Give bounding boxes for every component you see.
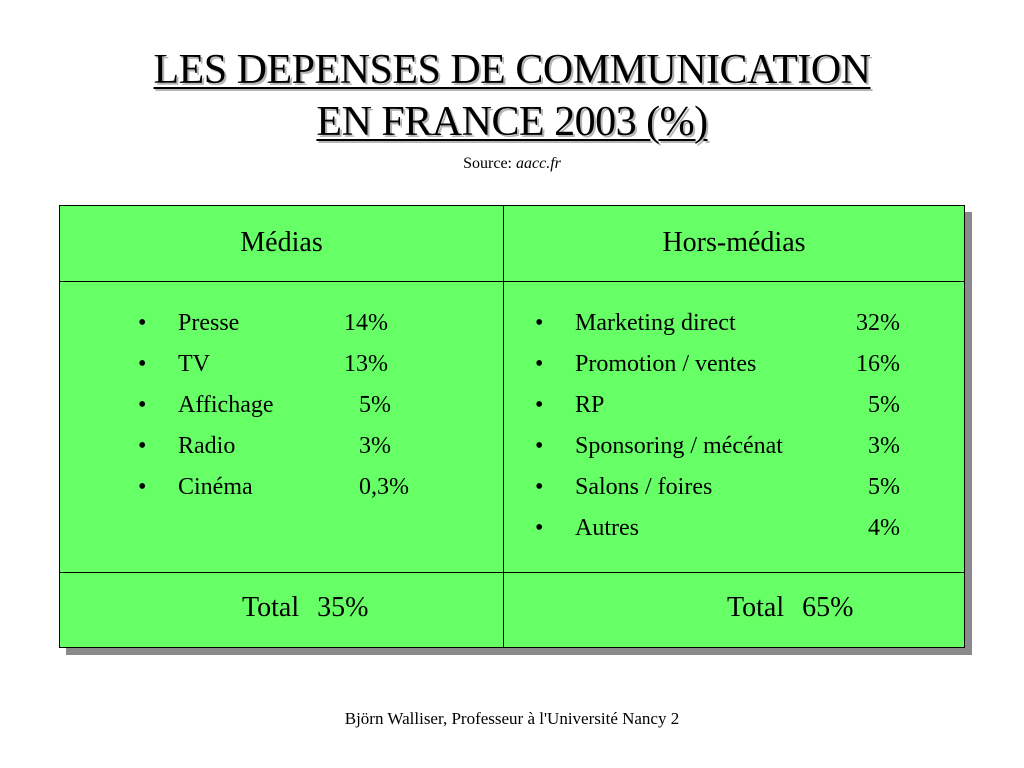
bullet: •	[535, 310, 544, 336]
total-label: Total	[727, 592, 785, 623]
item-value: 0,3%	[359, 474, 409, 500]
total-value: 65%	[802, 592, 854, 623]
title-line-2: EN FRANCE 2003 (%)	[316, 99, 708, 145]
item-label: Marketing direct	[575, 310, 736, 336]
item-value: 3%	[868, 433, 900, 459]
bullet: •	[138, 433, 147, 459]
source-value: aacc.fr	[516, 155, 561, 172]
footer-author: Björn Walliser, Professeur à l'Universit…	[344, 709, 680, 728]
bullet: •	[138, 351, 147, 377]
expenses-table: Médias Hors-médias • Presse 14% • TV 13%…	[59, 205, 965, 648]
bullet: •	[535, 515, 544, 541]
item-label: Salons / foires	[575, 474, 713, 500]
item-value: 3%	[359, 433, 391, 459]
total-medias: Total 35%	[242, 591, 368, 625]
item-value: 14%	[344, 310, 388, 336]
item-label: Cinéma	[178, 474, 253, 500]
bullet: •	[535, 392, 544, 418]
source-label: Source:	[463, 155, 512, 172]
item-label: RP	[575, 392, 605, 418]
source-line: Source: aacc.fr	[0, 154, 1024, 174]
item-label: Autres	[575, 515, 639, 541]
item-label: Sponsoring / mécénat	[575, 433, 783, 459]
bullet: •	[535, 351, 544, 377]
item-value: 5%	[868, 474, 900, 500]
header-divider	[60, 281, 964, 282]
bullet: •	[535, 433, 544, 459]
item-value: 16%	[856, 351, 900, 377]
total-label: Total	[242, 592, 300, 623]
item-label: Radio	[178, 433, 236, 459]
item-value: 32%	[856, 310, 900, 336]
item-value: 13%	[344, 351, 388, 377]
header-medias: Médias	[240, 227, 323, 258]
header-hors-medias: Hors-médias	[662, 227, 806, 258]
total-value: 35%	[317, 592, 369, 623]
item-value: 4%	[868, 515, 900, 541]
item-label: Presse	[178, 310, 240, 336]
bullet: •	[138, 474, 147, 500]
total-hors-medias: Total 65%	[727, 591, 853, 625]
column-divider	[503, 206, 504, 647]
item-label: Promotion / ventes	[575, 351, 757, 377]
total-divider	[60, 572, 964, 573]
slide-title: LES DEPENSES DE COMMUNICATION EN FRANCE …	[0, 44, 1024, 148]
item-value: 5%	[868, 392, 900, 418]
bullet: •	[535, 474, 544, 500]
item-label: TV	[178, 351, 210, 377]
item-value: 5%	[359, 392, 391, 418]
title-line-1: LES DEPENSES DE COMMUNICATION	[153, 47, 871, 93]
bullet: •	[138, 392, 147, 418]
bullet: •	[138, 310, 147, 336]
item-label: Affichage	[178, 392, 274, 418]
